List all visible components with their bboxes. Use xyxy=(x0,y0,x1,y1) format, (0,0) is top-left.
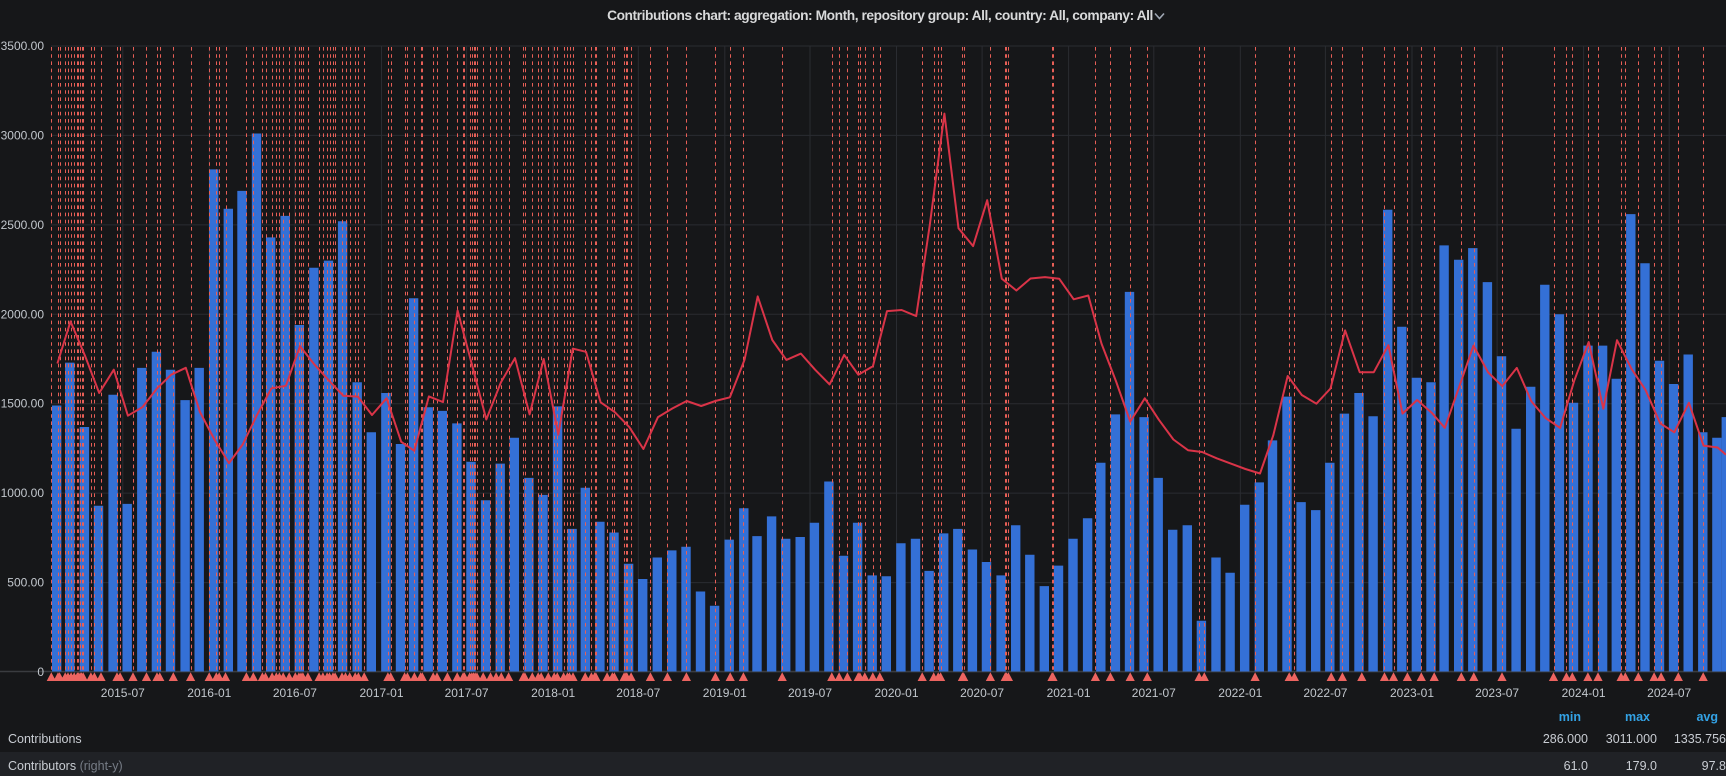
svg-text:97.8: 97.8 xyxy=(1702,759,1726,773)
svg-text:3000.00: 3000.00 xyxy=(1,128,45,142)
svg-text:2022-01: 2022-01 xyxy=(1218,686,1262,700)
svg-text:2019-07: 2019-07 xyxy=(788,686,832,700)
svg-text:2500.00: 2500.00 xyxy=(1,218,45,232)
svg-text:2020-07: 2020-07 xyxy=(960,686,1004,700)
svg-text:1335.756: 1335.756 xyxy=(1674,732,1726,746)
svg-text:Contributions chart: aggregati: Contributions chart: aggregation: Month,… xyxy=(607,8,1153,23)
svg-text:3500.00: 3500.00 xyxy=(1,39,45,53)
svg-text:min: min xyxy=(1559,710,1581,724)
svg-text:2018-07: 2018-07 xyxy=(616,686,660,700)
svg-text:179.0: 179.0 xyxy=(1626,759,1657,773)
svg-text:1000.00: 1000.00 xyxy=(1,486,45,500)
svg-text:286.000: 286.000 xyxy=(1543,732,1588,746)
svg-text:2016-01: 2016-01 xyxy=(187,686,231,700)
svg-text:2015-07: 2015-07 xyxy=(101,686,145,700)
svg-text:max: max xyxy=(1625,710,1650,724)
svg-text:2020-01: 2020-01 xyxy=(874,686,918,700)
svg-text:2021-01: 2021-01 xyxy=(1047,686,1091,700)
svg-text:Contributions: Contributions xyxy=(8,732,82,746)
svg-text:Contributors (right-y): Contributors (right-y) xyxy=(8,759,123,773)
svg-text:2021-07: 2021-07 xyxy=(1132,686,1176,700)
svg-text:2023-07: 2023-07 xyxy=(1475,686,1519,700)
svg-text:2017-07: 2017-07 xyxy=(445,686,489,700)
svg-text:500.00: 500.00 xyxy=(7,576,44,590)
svg-text:2017-01: 2017-01 xyxy=(359,686,403,700)
svg-text:2018-01: 2018-01 xyxy=(531,686,575,700)
svg-text:2022-07: 2022-07 xyxy=(1303,686,1347,700)
svg-text:2019-01: 2019-01 xyxy=(703,686,747,700)
svg-text:61.0: 61.0 xyxy=(1564,759,1588,773)
svg-text:2016-07: 2016-07 xyxy=(273,686,317,700)
svg-text:2024-07: 2024-07 xyxy=(1647,686,1691,700)
svg-text:3011.000: 3011.000 xyxy=(1606,732,1657,746)
svg-text:1500.00: 1500.00 xyxy=(1,397,45,411)
svg-text:0: 0 xyxy=(37,665,44,679)
svg-text:2024-01: 2024-01 xyxy=(1562,686,1606,700)
svg-text:avg: avg xyxy=(1696,710,1718,724)
svg-text:2023-01: 2023-01 xyxy=(1390,686,1434,700)
svg-text:2000.00: 2000.00 xyxy=(1,307,45,321)
